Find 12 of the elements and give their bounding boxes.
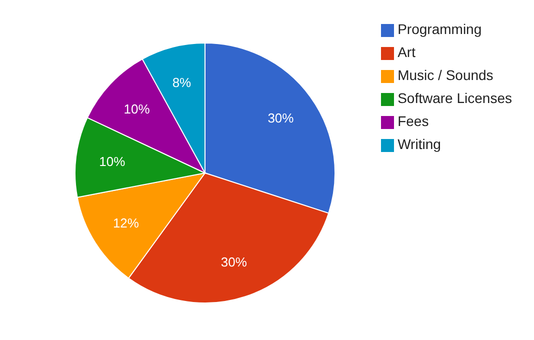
- data-label: 10%: [124, 101, 150, 116]
- data-label: 30%: [220, 254, 248, 270]
- legend-label: Fees: [398, 113, 429, 129]
- data-label: 8%: [172, 74, 192, 90]
- data-label: 10%: [99, 154, 126, 169]
- legend-label: Programming: [398, 21, 482, 37]
- data-label: 30%: [268, 110, 294, 126]
- legend-label: Software Licenses: [398, 90, 512, 106]
- legend-label: Art: [398, 44, 416, 60]
- data-label: 12%: [112, 216, 140, 231]
- legend-label: Music / Sounds: [398, 67, 494, 83]
- legend-label: Writing: [398, 136, 441, 152]
